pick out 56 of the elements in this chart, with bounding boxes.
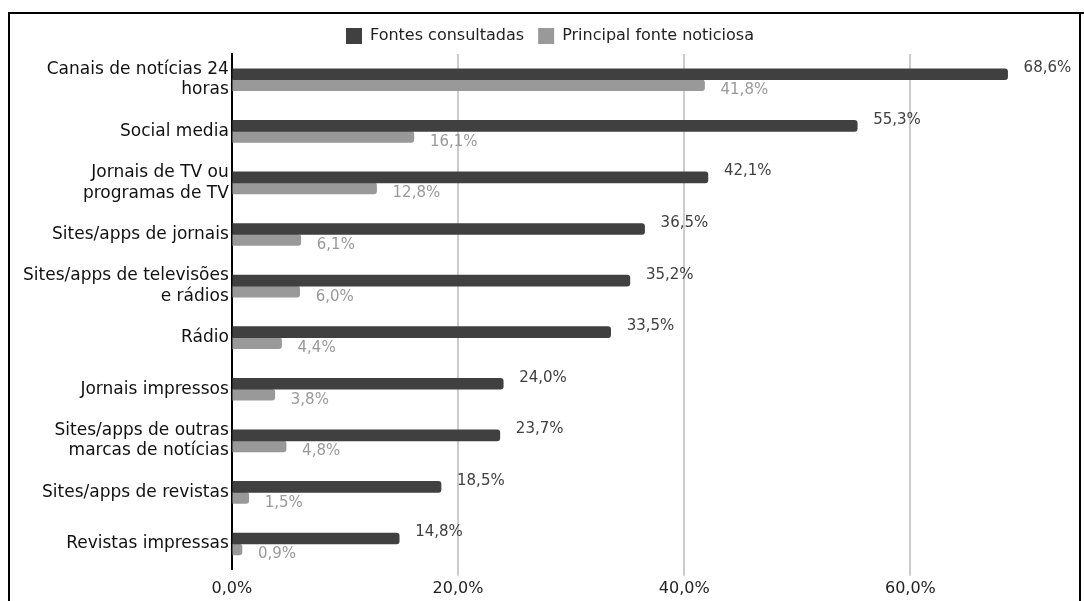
- bar: [232, 532, 400, 545]
- x-tick-label: 20,0%: [432, 577, 484, 597]
- y-tick-label: Rádio: [181, 326, 229, 347]
- bar: [232, 120, 858, 132]
- bar: [232, 171, 709, 184]
- data-label: 18,5%: [457, 470, 505, 489]
- data-label: 12,8%: [392, 183, 441, 202]
- data-label: 68,6%: [1023, 58, 1072, 77]
- y-tick-label: Sites/apps de revistas: [42, 480, 229, 501]
- bar: [232, 377, 504, 390]
- y-tick-label: Jornais de TV ou programas de TV: [82, 161, 230, 202]
- data-label: 6,0%: [315, 286, 354, 305]
- bar: [232, 234, 302, 246]
- data-label: 14,8%: [415, 522, 463, 541]
- bar: [232, 543, 243, 556]
- data-label: 4,4%: [297, 338, 336, 357]
- bar: [232, 388, 276, 401]
- bar: [232, 440, 287, 453]
- data-label: 16,1%: [429, 131, 478, 150]
- bar: [232, 68, 1008, 81]
- data-label: 41,8%: [720, 80, 769, 99]
- data-label: 55,3%: [873, 109, 921, 128]
- y-tick-label: Revistas impressas: [66, 532, 229, 553]
- y-tick-label: Sites/apps de televisões e rádios: [22, 264, 229, 305]
- data-label: 0,9%: [257, 544, 297, 563]
- y-tick-label: Canais de notícias 24 horas: [46, 58, 229, 99]
- legend-label: Fontes consultadas: [370, 25, 525, 45]
- data-label: 3,8%: [290, 389, 329, 408]
- bar: [232, 79, 705, 92]
- legend-label: Principal fonte noticiosa: [562, 25, 754, 45]
- bar: [232, 481, 442, 493]
- data-label: 36,5%: [660, 212, 709, 231]
- data-label: 4,8%: [302, 441, 341, 460]
- y-tick-label: Social media: [120, 119, 229, 140]
- data-label: 33,5%: [626, 316, 675, 335]
- bar: [232, 223, 645, 235]
- bar: [232, 131, 415, 143]
- data-label: 6,1%: [316, 234, 355, 253]
- x-tick-label: 0,0%: [211, 577, 253, 597]
- y-tick-label: Jornais impressos: [79, 377, 229, 398]
- x-tick-label: 60,0%: [884, 577, 936, 597]
- data-label: 42,1%: [723, 161, 772, 180]
- data-label: 23,7%: [515, 419, 564, 438]
- y-tick-label: Sites/apps de jornais: [52, 222, 229, 243]
- data-label: 1,5%: [264, 492, 303, 511]
- bar: [232, 337, 282, 350]
- bar: [232, 326, 611, 339]
- data-label: 35,2%: [645, 264, 694, 283]
- bar: [232, 492, 250, 504]
- x-tick-label: 40,0%: [658, 577, 710, 597]
- bar: [232, 182, 377, 195]
- bar: [232, 285, 300, 298]
- y-tick-label: Sites/apps de outras marcas de notícias: [54, 419, 229, 460]
- data-label: 24,0%: [519, 367, 567, 386]
- bar: [232, 429, 501, 442]
- bar: [232, 274, 631, 287]
